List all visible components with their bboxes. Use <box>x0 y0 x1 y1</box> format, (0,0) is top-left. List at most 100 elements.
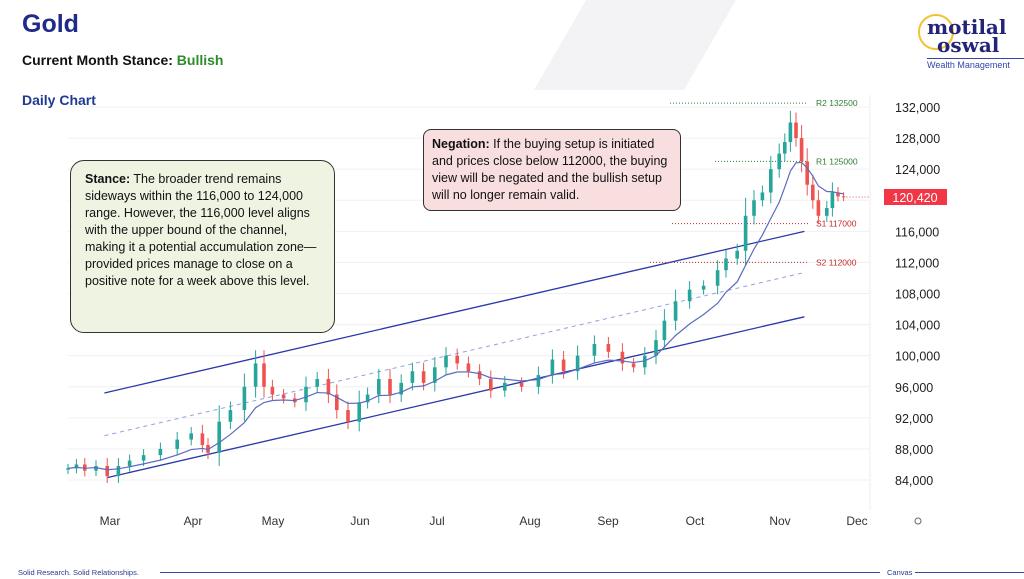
y-tick-label: 104,000 <box>895 319 940 333</box>
channel-lower-line <box>107 316 805 479</box>
footer-tagline: Solid Research. Solid Relationships. <box>18 568 139 577</box>
candle <box>575 355 580 372</box>
candle <box>66 468 70 470</box>
x-tick-label: Oct <box>686 514 705 528</box>
candle <box>799 138 804 162</box>
candle <box>346 410 350 422</box>
candle <box>357 402 361 422</box>
candle <box>83 464 87 471</box>
candle <box>253 363 258 387</box>
candle <box>836 192 840 197</box>
y-tick-label: 116,000 <box>895 225 939 239</box>
candle <box>281 394 286 399</box>
candle <box>94 466 98 471</box>
candle <box>816 200 821 216</box>
y-tick-label: 100,000 <box>895 350 940 364</box>
candle <box>673 301 678 321</box>
candle <box>825 208 829 216</box>
y-tick-label: 88,000 <box>895 443 933 457</box>
candle <box>643 355 647 368</box>
x-tick-label: Sep <box>597 514 619 528</box>
y-tick-label: 84,000 <box>895 474 933 488</box>
candle <box>262 363 266 387</box>
negation-callout: Negation: If the buying setup is initiat… <box>423 129 681 211</box>
logo-text: motilal oswal <box>927 15 1007 57</box>
candle <box>735 250 739 259</box>
candle <box>377 378 381 395</box>
y-tick-label: 112,000 <box>895 256 939 270</box>
candle <box>620 351 625 364</box>
candle <box>466 363 471 372</box>
candle <box>715 270 720 286</box>
x-tick-label: Dec <box>846 514 867 528</box>
candle <box>662 320 667 341</box>
candle <box>788 122 793 142</box>
logo-ring-icon <box>918 14 954 50</box>
candle <box>455 355 459 364</box>
y-tick-label: 96,000 <box>895 381 933 395</box>
x-tick-label: Mar <box>100 514 121 528</box>
candle <box>141 455 146 461</box>
candle <box>74 464 79 469</box>
candle <box>105 466 109 477</box>
candle <box>399 382 403 395</box>
footer-divider <box>915 572 1024 573</box>
candle <box>561 359 566 372</box>
y-tick-label: 108,000 <box>895 288 940 302</box>
candle <box>592 344 597 356</box>
x-tick-label: Apr <box>184 514 203 528</box>
candle <box>752 200 756 216</box>
level-label: R2 132500 <box>816 98 858 108</box>
candle <box>743 215 748 251</box>
y-tick-label: 92,000 <box>895 412 933 426</box>
moving-average-line <box>67 161 844 471</box>
candle <box>783 141 787 154</box>
candle <box>444 355 448 368</box>
candle <box>769 169 773 193</box>
x-tick-label: Jun <box>350 514 369 528</box>
candle <box>724 258 728 271</box>
level-label: S1 117000 <box>816 219 857 229</box>
footer-source: Canvas <box>887 568 913 577</box>
candle <box>489 378 493 391</box>
candle <box>365 394 370 403</box>
candle <box>519 382 524 387</box>
candle <box>200 433 205 446</box>
y-tick-label: 132,000 <box>895 101 940 115</box>
candle <box>687 289 692 302</box>
candle <box>794 122 798 139</box>
level-label: S2 112000 <box>816 257 857 267</box>
stance-value: Bullish <box>176 52 224 68</box>
current-month-stance: Current Month Stance: Bullish <box>22 52 223 68</box>
candle <box>433 367 437 383</box>
candle <box>830 192 835 209</box>
candle <box>805 161 809 185</box>
chart-label: Daily Chart <box>22 92 96 108</box>
candle <box>228 410 233 422</box>
candle <box>503 382 507 391</box>
candle <box>760 192 765 201</box>
candle <box>189 433 193 440</box>
candle <box>536 375 541 387</box>
settings-icon <box>914 517 922 525</box>
candle <box>127 460 132 467</box>
y-tick-label: 128,000 <box>895 132 940 146</box>
candle <box>606 344 611 352</box>
stance-label: Current Month Stance: <box>22 52 173 68</box>
candle <box>217 421 221 453</box>
candle <box>410 371 415 383</box>
last-price-label: 120,420 <box>892 191 937 205</box>
candle <box>158 448 163 456</box>
candle <box>175 439 179 449</box>
y-tick-label: 124,000 <box>895 163 940 177</box>
x-tick-label: Jul <box>429 514 444 528</box>
footer-divider <box>160 572 880 573</box>
candle <box>421 371 426 383</box>
candle <box>116 466 121 477</box>
x-tick-label: Nov <box>769 514 790 528</box>
candle <box>326 378 331 395</box>
candle <box>631 363 636 368</box>
last-price-badge <box>884 188 947 205</box>
x-tick-label: Aug <box>519 514 540 528</box>
motilal-oswal-logo: motilal oswal Wealth Management <box>915 12 1024 74</box>
